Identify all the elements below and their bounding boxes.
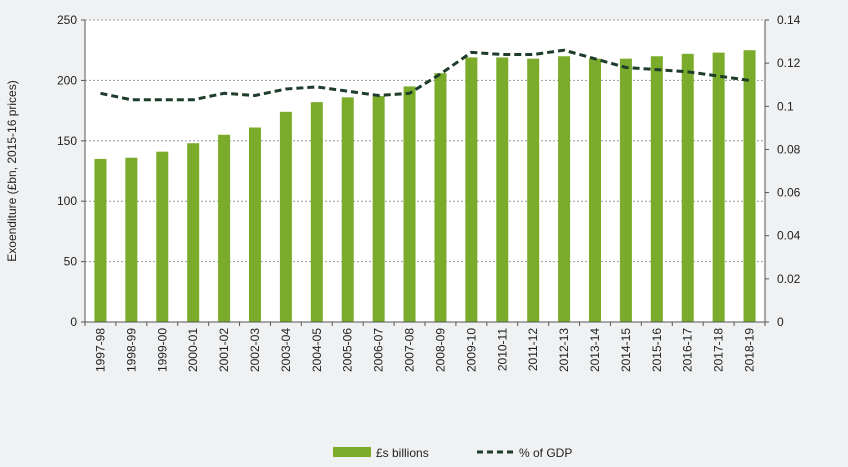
bar (341, 97, 354, 322)
right-tick-label: 0.12 (777, 56, 801, 70)
bar (527, 58, 540, 322)
bar (372, 96, 385, 322)
legend: £s billions % of GDP (333, 446, 572, 460)
right-tick-label: 0.04 (777, 229, 801, 243)
legend-bar-label: £s billions (376, 446, 429, 460)
x-tick-label: 2009-10 (464, 328, 478, 372)
bar (712, 52, 725, 323)
bar (310, 102, 323, 322)
left-tick-label: 150 (57, 134, 77, 148)
bar (650, 56, 663, 323)
right-tick-label: 0.06 (777, 186, 801, 200)
bar (218, 134, 231, 322)
x-tick-label: 1998-99 (124, 328, 138, 372)
bar (156, 151, 169, 322)
x-tick-label: 2008-09 (434, 328, 448, 372)
bar-series (94, 50, 756, 323)
bar (94, 158, 107, 322)
x-tick-label: 2003-04 (279, 328, 293, 372)
x-tick-label: 2000-01 (186, 328, 200, 372)
x-tick-label: 2004-05 (310, 328, 324, 372)
line-series (100, 48, 750, 102)
left-tick-label: 100 (57, 194, 77, 208)
left-tick-label: 250 (57, 13, 77, 27)
bar (403, 86, 416, 322)
x-tick-label: 2012-13 (557, 328, 571, 372)
x-tick-label: 2007-08 (403, 328, 417, 372)
x-tick-label: 2018-19 (743, 328, 757, 372)
x-tick-label: 2001-02 (217, 328, 231, 372)
left-tick-label: 50 (64, 255, 78, 269)
x-tick-label: 2011-12 (526, 328, 540, 371)
bar (249, 127, 261, 323)
right-tick-label: 0.1 (777, 99, 794, 113)
left-tick-labels: 0 50 100 150 200 250 (57, 13, 85, 329)
x-tick-label: 2015-16 (650, 328, 664, 372)
right-tick-label: 0.02 (777, 272, 801, 286)
right-tick-label: 0.08 (777, 142, 801, 156)
left-tick-label: 0 (70, 315, 77, 329)
bar (434, 73, 447, 322)
x-tick-labels: 1997-98 1998-99 1999-00 2000-01 2001-02 2002-… (84, 322, 766, 372)
legend-line-label: % of GDP (519, 446, 572, 460)
bar (619, 58, 632, 322)
bar (558, 56, 571, 323)
x-tick-label: 1999-00 (155, 328, 169, 372)
x-tick-label: 2014-15 (619, 328, 633, 372)
x-tick-label: 2002-03 (248, 328, 262, 372)
gdp-line (100, 48, 750, 102)
bar (125, 157, 138, 322)
x-tick-label: 1997-98 (94, 328, 108, 372)
bar (589, 58, 601, 322)
x-tick-label: 2010-11 (495, 328, 509, 371)
right-tick-labels: 0 0.02 0.04 0.06 0.08 0.1 0.12 0.14 (765, 13, 801, 329)
right-tick-label: 0 (777, 315, 784, 329)
right-tick-label: 0.14 (777, 13, 801, 27)
bar (496, 57, 509, 322)
bar (681, 53, 694, 322)
x-tick-label: 2016-17 (681, 328, 695, 372)
x-tick-label: 2017-18 (712, 328, 726, 372)
bar (187, 143, 200, 322)
bar (465, 57, 478, 322)
bar (743, 50, 756, 322)
left-tick-label: 200 (57, 73, 77, 87)
legend-bar-swatch (333, 447, 371, 457)
plot-area (85, 20, 765, 322)
x-tick-label: 2006-07 (372, 328, 386, 372)
y-axis-title: Exoenditure (£bn, 2015-16 prices) (5, 80, 19, 261)
bar (279, 111, 292, 322)
x-tick-label: 2013-14 (588, 328, 602, 372)
x-tick-label: 2005-06 (341, 328, 355, 372)
